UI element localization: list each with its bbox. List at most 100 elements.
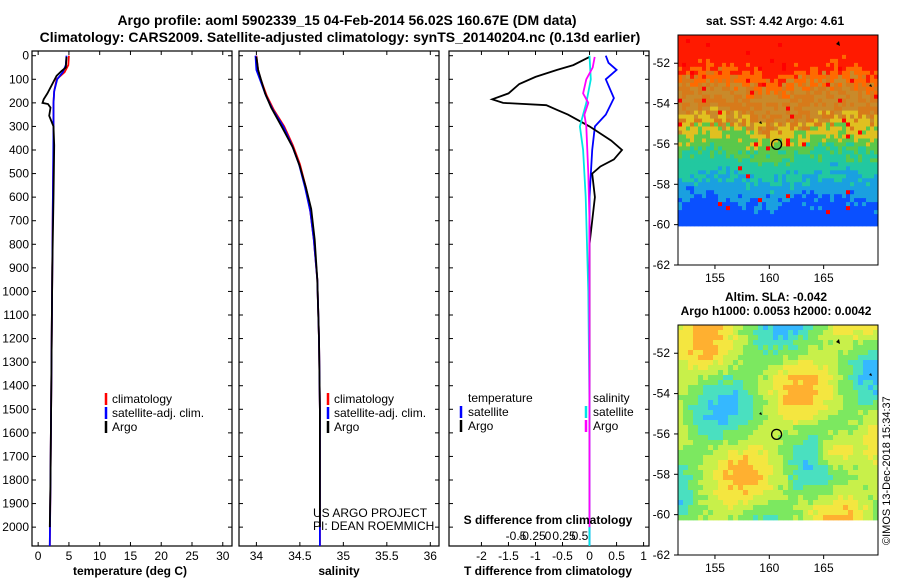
sst-cell bbox=[854, 82, 859, 88]
sst-cell bbox=[770, 210, 775, 215]
sst-cell bbox=[850, 74, 855, 80]
sst-cell bbox=[858, 50, 863, 56]
sst-cell bbox=[782, 66, 787, 72]
sst-cell bbox=[870, 118, 875, 123]
sla-cell bbox=[768, 490, 774, 496]
sst-cell bbox=[738, 142, 743, 147]
sla-cell bbox=[743, 335, 749, 341]
sla-cell bbox=[693, 380, 699, 386]
sst-cell bbox=[750, 66, 755, 72]
sla-cell bbox=[758, 330, 764, 336]
sst-cell bbox=[762, 62, 767, 68]
sst-cell bbox=[750, 206, 755, 211]
sla-cell bbox=[798, 330, 804, 336]
sst-cell bbox=[838, 50, 843, 56]
sst-cell bbox=[686, 146, 691, 151]
sla-cell bbox=[768, 475, 774, 481]
sst-cell bbox=[874, 182, 879, 187]
sla-cell bbox=[848, 480, 854, 486]
sst-cell bbox=[834, 78, 839, 84]
sla-cell bbox=[713, 335, 719, 341]
sla-cell bbox=[678, 395, 684, 401]
sla-cell bbox=[853, 485, 859, 491]
sla-cell bbox=[823, 395, 829, 401]
sla-cell bbox=[703, 400, 709, 406]
sla-cell bbox=[758, 375, 764, 381]
sst-cell bbox=[854, 130, 859, 135]
sla-cell bbox=[793, 405, 799, 411]
sst-cell bbox=[802, 66, 807, 72]
sst-cell bbox=[706, 222, 711, 227]
sst-cell bbox=[746, 130, 751, 135]
sst-cell bbox=[818, 210, 823, 215]
sla-cell bbox=[748, 330, 754, 336]
sla-cell bbox=[863, 455, 869, 461]
sst-cell bbox=[774, 146, 779, 151]
sst-cell bbox=[690, 174, 695, 179]
sla-cell bbox=[873, 380, 879, 386]
sst-cell bbox=[762, 222, 767, 227]
sst-cell bbox=[698, 134, 703, 139]
sla-cell bbox=[783, 335, 789, 341]
sst-cell bbox=[742, 174, 747, 179]
sla-cell bbox=[693, 350, 699, 356]
sst-cell bbox=[722, 43, 727, 48]
sst-cell bbox=[814, 110, 819, 115]
sla-cell bbox=[788, 510, 794, 516]
sst-cell bbox=[710, 210, 715, 215]
sst-cell bbox=[746, 54, 751, 60]
sst-cell bbox=[706, 94, 711, 100]
sst-cell bbox=[854, 114, 859, 119]
sla-cell bbox=[798, 335, 804, 341]
sla-cell bbox=[833, 470, 839, 476]
sla-cell bbox=[703, 465, 709, 471]
sla-cell bbox=[793, 340, 799, 346]
sla-cell bbox=[803, 385, 809, 391]
sla-cell bbox=[718, 505, 724, 511]
imos-credit: ©IMOS 13-Dec-2018 15:34:37 bbox=[881, 396, 893, 545]
sla-cell bbox=[778, 425, 784, 431]
sst-cell bbox=[786, 146, 791, 151]
sst-cell bbox=[742, 190, 747, 195]
sla-cell bbox=[683, 325, 689, 331]
sst-cell bbox=[754, 206, 759, 211]
sst-cell bbox=[858, 78, 863, 84]
sst-cell bbox=[818, 202, 823, 207]
sst-cell bbox=[806, 102, 811, 107]
sst-cell bbox=[718, 106, 723, 111]
sla-cell bbox=[848, 505, 854, 511]
sla-cell bbox=[753, 505, 759, 511]
sla-cell bbox=[733, 510, 739, 516]
sla-cell bbox=[853, 415, 859, 421]
sla-cell bbox=[703, 365, 709, 371]
sst-cell bbox=[866, 146, 871, 151]
sst-cell bbox=[798, 54, 803, 60]
sst-cell bbox=[862, 142, 867, 147]
sla-cell bbox=[853, 490, 859, 496]
sst-cell bbox=[742, 198, 747, 203]
sst-cell bbox=[730, 218, 735, 223]
sst-cell bbox=[686, 202, 691, 207]
sst-cell bbox=[754, 39, 759, 44]
sst-cell bbox=[850, 122, 855, 127]
sst-cell bbox=[854, 126, 859, 131]
sst-cell bbox=[722, 134, 727, 139]
sst-cell bbox=[818, 126, 823, 131]
sla-cell bbox=[803, 425, 809, 431]
sst-cell bbox=[846, 194, 851, 199]
sst-cell bbox=[706, 162, 711, 167]
sla-cell bbox=[743, 410, 749, 416]
sst-cell bbox=[794, 78, 799, 84]
sst-cell bbox=[730, 222, 735, 227]
sla-cell bbox=[813, 400, 819, 406]
sst-cell bbox=[870, 114, 875, 119]
sst-cell bbox=[734, 58, 739, 64]
sst-cell bbox=[866, 158, 871, 163]
sst-cell bbox=[834, 154, 839, 159]
sla-cell bbox=[818, 325, 824, 331]
sst-cell bbox=[862, 62, 867, 68]
lat-tick-label: -54 bbox=[653, 387, 671, 401]
sst-cell bbox=[854, 110, 859, 115]
sst-cell bbox=[714, 206, 719, 211]
sst-cell bbox=[806, 138, 811, 143]
